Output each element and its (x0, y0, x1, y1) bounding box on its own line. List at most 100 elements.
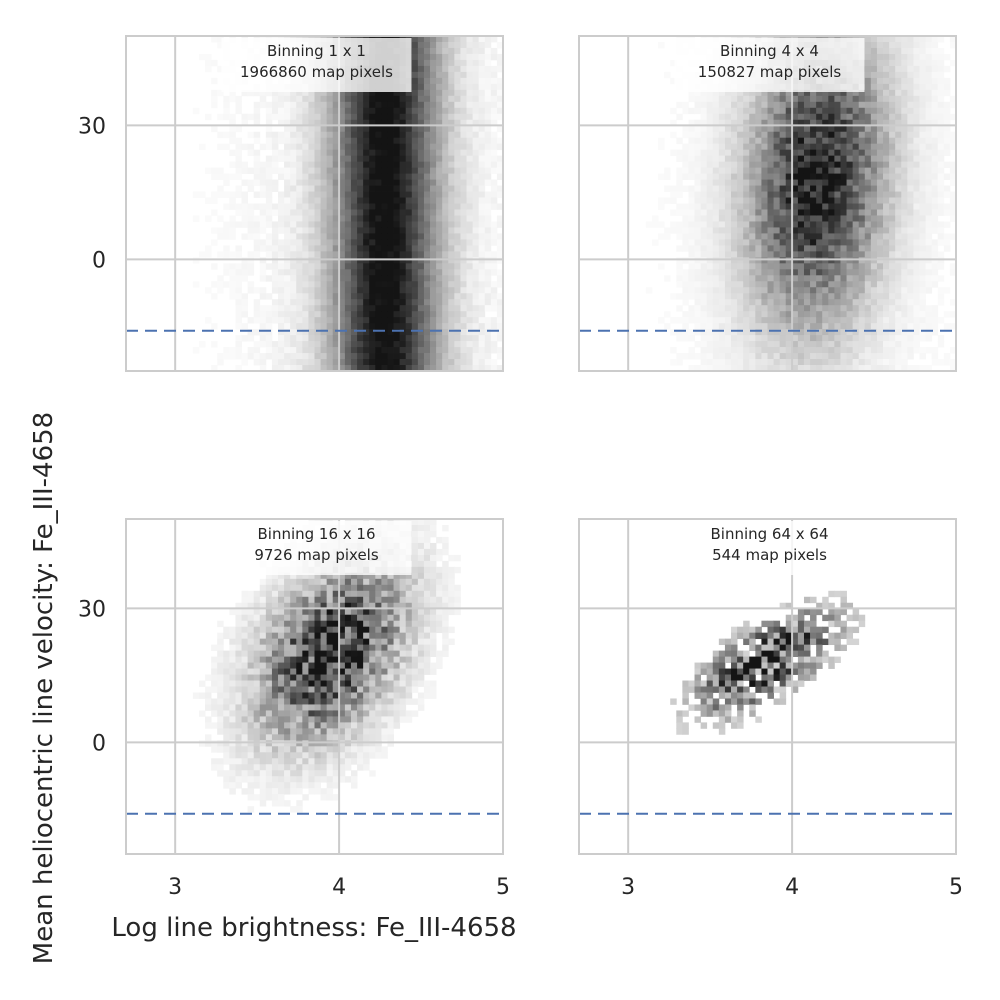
heatmap-cell (846, 239, 854, 246)
heatmap-cell (767, 317, 774, 324)
heatmap-cell (767, 353, 774, 360)
heatmap-cell (785, 275, 793, 282)
heatmap-cell (308, 101, 315, 109)
heatmap-cell (731, 155, 738, 163)
heatmap-cell (344, 221, 352, 228)
heatmap-cell (724, 179, 732, 186)
heatmap-cell (217, 668, 224, 675)
heatmap-cell (484, 161, 492, 169)
heatmap-cell (338, 311, 346, 318)
heatmap-cell (700, 191, 708, 198)
heatmap-cell (828, 311, 835, 318)
heatmap-cell (682, 287, 689, 294)
heatmap-cell (338, 251, 346, 258)
heatmap-cell (883, 149, 890, 157)
heatmap-cell (314, 305, 321, 312)
heatmap-cell (834, 341, 841, 348)
heatmap-cell (658, 173, 665, 180)
heatmap-cell (913, 299, 920, 306)
heatmap-cell (870, 167, 878, 174)
heatmap-cell (858, 209, 866, 216)
heatmap-cell (308, 281, 315, 288)
heatmap-cell (834, 305, 841, 312)
heatmap-cell (785, 305, 793, 312)
heatmap-cell (907, 323, 914, 330)
heatmap-cell (737, 149, 744, 157)
heatmap-cell (448, 299, 455, 306)
heatmap-cell (895, 179, 902, 186)
heatmap-cell (828, 173, 835, 180)
heatmap-cell (223, 632, 230, 640)
heatmap-cell (211, 656, 218, 663)
heatmap-cell (442, 305, 449, 312)
heatmap-cell (931, 347, 939, 354)
heatmap-cell (381, 131, 388, 139)
heatmap-cell (344, 281, 352, 288)
heatmap-cell (417, 209, 425, 216)
heatmap-cell (223, 263, 230, 270)
heatmap-cell (381, 287, 388, 294)
heatmap-cell (393, 341, 401, 348)
heatmap-cell (326, 251, 334, 258)
heatmap-cell (357, 275, 364, 282)
heatmap-cell (822, 269, 829, 276)
heatmap-cell (700, 323, 708, 330)
heatmap-cell (454, 131, 461, 139)
heatmap-cell (357, 311, 364, 318)
heatmap-cell (308, 311, 315, 318)
heatmap-cell (913, 143, 920, 151)
heatmap-cell (375, 359, 382, 366)
heatmap-cell (308, 269, 315, 276)
heatmap-cell (265, 209, 273, 216)
heatmap-cell (320, 335, 328, 342)
heatmap-cell (223, 770, 230, 777)
heatmap-cell (302, 167, 309, 174)
heatmap-cell (737, 293, 744, 300)
heatmap-cell (864, 95, 872, 103)
heatmap-cell (797, 131, 805, 139)
heatmap-cell (417, 53, 425, 61)
heatmap-cell (876, 317, 884, 324)
heatmap-cell (883, 233, 890, 240)
heatmap-cell (773, 335, 781, 342)
heatmap-cell (773, 203, 781, 210)
heatmap-cell (670, 209, 677, 216)
heatmap-cell (785, 101, 793, 109)
heatmap-cell (411, 239, 419, 246)
heatmap-cell (375, 185, 382, 192)
heatmap-cell (743, 191, 750, 198)
heatmap-cell (913, 251, 920, 258)
heatmap-cell (670, 197, 677, 204)
heatmap-cell (460, 251, 467, 258)
heatmap-cell (332, 233, 340, 240)
heatmap-cell (828, 119, 835, 127)
heatmap-cell (399, 365, 407, 371)
heatmap-cell (931, 36, 939, 43)
heatmap-cell (731, 143, 738, 151)
heatmap-cell (399, 335, 407, 342)
heatmap-cell (883, 257, 890, 264)
heatmap-cell (478, 299, 486, 306)
heatmap-cell (430, 257, 437, 264)
heatmap-cell (478, 365, 486, 371)
heatmap-cell (417, 167, 425, 174)
heatmap-cell (822, 329, 829, 336)
heatmap-cell (779, 149, 787, 157)
heatmap-cell (253, 317, 261, 324)
heatmap-cell (271, 137, 279, 145)
heatmap-cell (478, 197, 486, 204)
heatmap-cell (405, 203, 413, 210)
heatmap-cell (919, 353, 926, 360)
heatmap-cell (700, 221, 708, 228)
heatmap-cell (937, 95, 945, 103)
heatmap-cell (779, 323, 787, 330)
heatmap-cell (302, 209, 309, 216)
heatmap-cell (724, 359, 732, 366)
heatmap-cell (828, 239, 835, 246)
heatmap-cell (205, 197, 212, 204)
heatmap-cell (791, 113, 799, 121)
heatmap-cell (755, 155, 762, 163)
heatmap-cell (393, 131, 401, 139)
heatmap-cell (448, 77, 455, 85)
heatmap-cell (791, 287, 799, 294)
